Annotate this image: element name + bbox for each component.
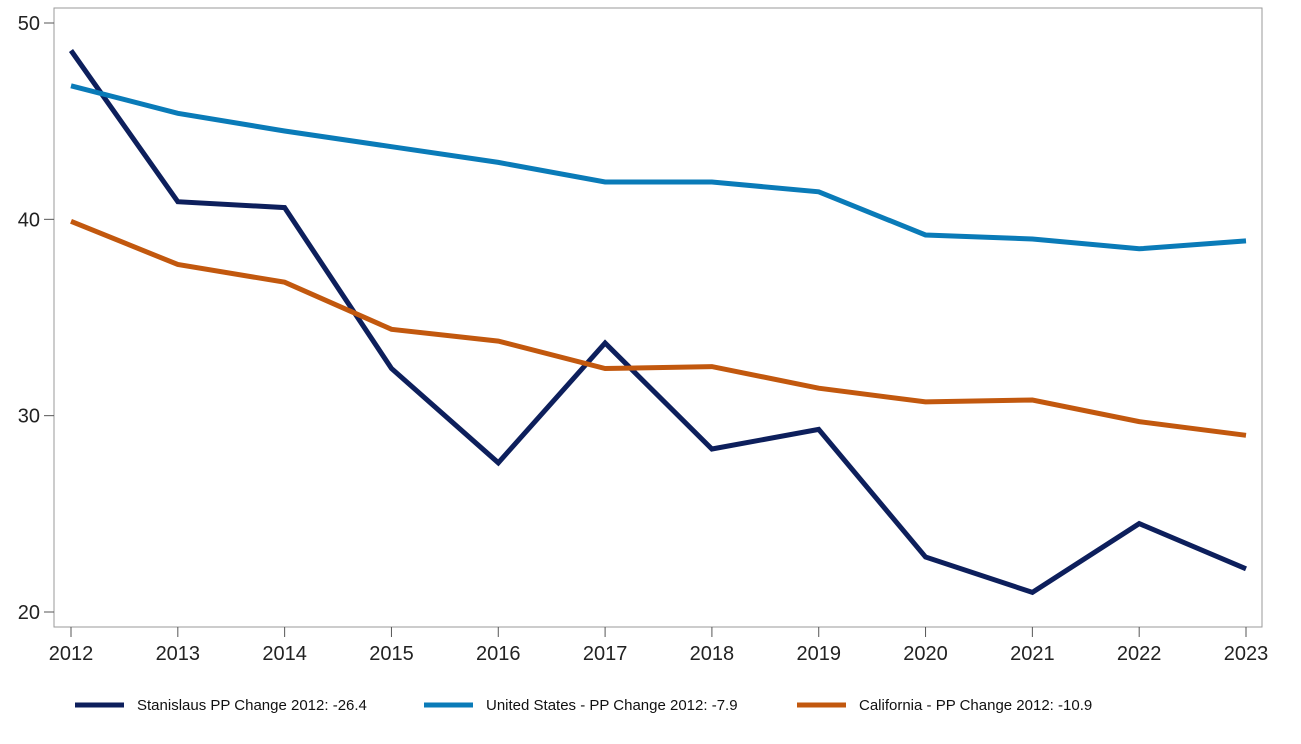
x-tick-label: 2017 [583,643,628,665]
series-line-1 [68,49,1247,596]
series-lines [68,49,1247,596]
series-line-3 [70,218,1247,438]
legend-label-1: Stanislaus PP Change 2012: -26.4 [137,697,367,714]
x-tick-label: 2019 [796,643,841,665]
x-tick-label: 2013 [156,643,201,665]
legend-label-3: California - PP Change 2012: -10.9 [859,697,1092,714]
plot-frame [53,7,1263,628]
x-tick-label: 2018 [690,643,735,665]
y-tick-label: 40 [18,209,40,231]
x-tick-label: 2015 [369,643,414,665]
legend-label-2: United States - PP Change 2012: -7.9 [486,697,738,714]
x-tick-label: 2023 [1224,643,1269,665]
x-tick-label: 2020 [903,643,948,665]
x-tick-label: 2021 [1010,643,1055,665]
y-tick-label: 30 [18,406,40,428]
y-tick-label: 20 [18,602,40,624]
x-tick-label: 2014 [262,643,307,665]
legend: Stanislaus PP Change 2012: -26.4 United S… [75,697,1092,714]
x-tick-label: 2012 [49,643,94,665]
x-tick-label: 2016 [476,643,521,665]
axes: 20 30 40 50 2012 2013 2014 2015 2016 2017 2018 2019… [18,13,1269,665]
series-line-2 [70,83,1247,252]
x-tick-label: 2022 [1117,643,1162,665]
y-tick-label: 50 [18,13,40,35]
